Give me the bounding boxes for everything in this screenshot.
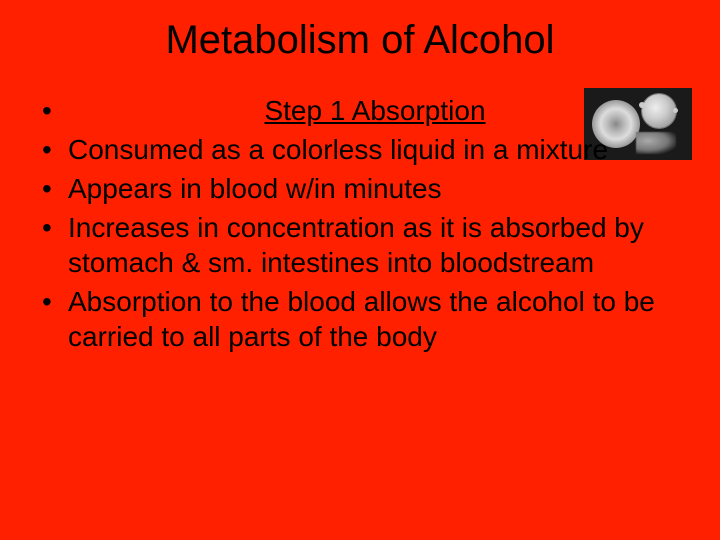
list-item: Step 1 Absorption: [38, 93, 682, 128]
list-item: Consumed as a colorless liquid in a mixt…: [38, 132, 682, 167]
slide-body: Step 1 Absorption Consumed as a colorles…: [0, 93, 720, 354]
slide-title: Metabolism of Alcohol: [0, 0, 720, 93]
list-item: Appears in blood w/in minutes: [38, 171, 682, 206]
step-heading: Step 1 Absorption: [68, 93, 682, 128]
list-item: Absorption to the blood allows the alcoh…: [38, 284, 682, 354]
bullet-list: Step 1 Absorption Consumed as a colorles…: [38, 93, 682, 354]
list-item: Increases in concentration as it is abso…: [38, 210, 682, 280]
